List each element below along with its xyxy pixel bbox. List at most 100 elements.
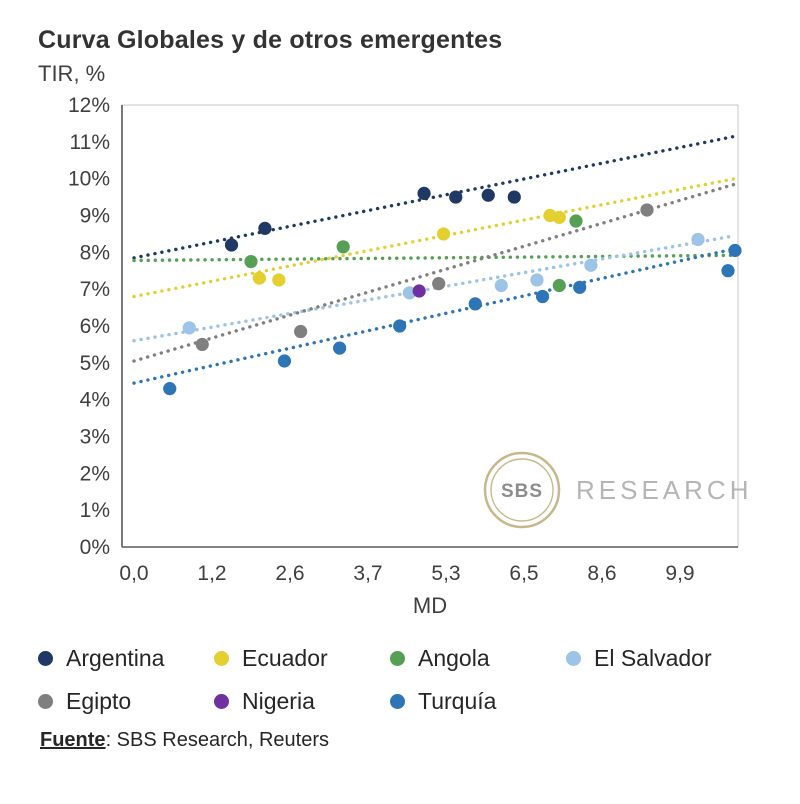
x-tick-label: 1,2 bbox=[197, 562, 226, 585]
data-point bbox=[721, 264, 735, 278]
data-point bbox=[244, 254, 258, 269]
legend-label: Nigeria bbox=[242, 688, 315, 714]
legend-item: Nigeria bbox=[214, 688, 390, 715]
y-tick-label: 4% bbox=[80, 389, 110, 412]
data-point bbox=[530, 273, 544, 287]
source-note: Fuente: SBS Research, Reuters bbox=[40, 729, 800, 752]
data-point bbox=[432, 277, 446, 291]
legend-dot bbox=[214, 651, 229, 666]
source-text: : SBS Research, Reuters bbox=[105, 729, 329, 751]
series-points bbox=[224, 186, 521, 252]
x-tick-label: 2,6 bbox=[275, 562, 304, 585]
data-point bbox=[728, 243, 742, 258]
data-point bbox=[272, 273, 286, 287]
data-point bbox=[552, 210, 566, 224]
data-point bbox=[507, 190, 521, 204]
trend-line bbox=[132, 253, 737, 263]
data-point bbox=[481, 188, 495, 202]
watermark-badge: SBS bbox=[501, 481, 543, 502]
series-points bbox=[195, 203, 654, 352]
legend-item: El Salvador bbox=[566, 645, 756, 672]
watermark-text: RESEARCH bbox=[576, 475, 752, 505]
x-axis-title: MD bbox=[413, 593, 447, 618]
legend-label: Turquía bbox=[418, 688, 497, 714]
data-point bbox=[573, 280, 587, 294]
data-point bbox=[412, 284, 426, 298]
y-tick-label: 7% bbox=[80, 278, 110, 301]
series-points bbox=[182, 232, 705, 335]
data-point bbox=[195, 337, 209, 352]
legend-item: Argentina bbox=[38, 645, 214, 672]
x-tick-label: 5,3 bbox=[431, 562, 460, 585]
legend-dot bbox=[390, 694, 405, 709]
data-point bbox=[691, 232, 705, 247]
x-tick-label: 8,6 bbox=[587, 562, 616, 585]
y-tick-label: 0% bbox=[80, 536, 110, 559]
x-tick-label: 0,0 bbox=[119, 562, 148, 585]
data-point bbox=[535, 289, 550, 304]
chart-title: Curva Globales y de otros emergentes bbox=[38, 26, 503, 54]
y-tick-label: 6% bbox=[80, 315, 110, 338]
watermark: SBS RESEARCH bbox=[483, 451, 752, 529]
y-tick-label: 10% bbox=[68, 168, 110, 191]
trend-line bbox=[132, 134, 737, 260]
legend-item: Egipto bbox=[38, 688, 214, 715]
legend-label: El Salvador bbox=[594, 645, 712, 671]
y-tick-label: 3% bbox=[80, 426, 110, 449]
legend-label: Egipto bbox=[66, 688, 132, 714]
series-points bbox=[412, 284, 426, 298]
data-point bbox=[252, 271, 266, 285]
data-point bbox=[393, 319, 407, 333]
data-point bbox=[569, 214, 583, 228]
scatter-chart: 0% 1% 2% 3% 4% 5% 6% 7% 8% 9% 10% 11% 12% 0,0 1,2 2,6 3,… bbox=[68, 97, 752, 618]
data-point bbox=[182, 321, 196, 335]
source-label: Fuente bbox=[40, 729, 106, 751]
legend-item: Turquía bbox=[390, 688, 566, 715]
x-tick-label: 3,7 bbox=[353, 562, 382, 585]
x-tick-label: 9,9 bbox=[665, 562, 694, 585]
legend-label: Argentina bbox=[66, 645, 165, 671]
y-tick-label: 5% bbox=[80, 352, 110, 375]
legend-dot bbox=[38, 694, 53, 709]
data-point bbox=[336, 240, 350, 254]
series-points bbox=[163, 243, 742, 396]
data-point bbox=[436, 227, 451, 241]
data-point bbox=[552, 278, 566, 293]
data-point bbox=[333, 341, 347, 355]
watermark-ring-inner bbox=[490, 458, 554, 522]
legend-item: Ecuador bbox=[214, 645, 390, 672]
legend-dot bbox=[566, 651, 581, 666]
watermark-ring-outer bbox=[483, 451, 561, 529]
y-tick-label: 11% bbox=[70, 131, 110, 154]
y-tick-label: 2% bbox=[80, 462, 110, 485]
data-point bbox=[258, 221, 272, 235]
y-tick-label: 8% bbox=[80, 241, 110, 264]
data-point bbox=[417, 186, 431, 200]
y-tick-label: 12% bbox=[68, 97, 110, 117]
data-point bbox=[402, 286, 417, 300]
legend-dot bbox=[214, 694, 229, 709]
data-point bbox=[494, 278, 508, 293]
legend-label: Ecuador bbox=[242, 645, 328, 671]
legend-item: Angola bbox=[390, 645, 566, 672]
data-point bbox=[277, 354, 292, 368]
series-points bbox=[252, 208, 566, 287]
series-points bbox=[244, 214, 583, 293]
y-tick-label: 9% bbox=[80, 205, 110, 228]
data-point bbox=[224, 238, 239, 252]
data-point bbox=[640, 203, 654, 217]
data-point bbox=[584, 258, 598, 272]
data-point bbox=[449, 190, 463, 204]
y-tick-label: 1% bbox=[80, 499, 110, 522]
trend-line bbox=[132, 182, 737, 363]
chart-legend: Argentina Ecuador Angola El Salvador Egipto N… bbox=[38, 645, 778, 715]
data-point bbox=[294, 324, 308, 339]
y-axis-title: TIR, % bbox=[38, 61, 106, 86]
x-tick-label: 6,5 bbox=[509, 562, 538, 585]
legend-dot bbox=[38, 651, 53, 666]
legend-label: Angola bbox=[418, 645, 490, 671]
trend-line bbox=[132, 246, 737, 385]
trend-line bbox=[132, 176, 737, 299]
data-point bbox=[468, 297, 482, 311]
